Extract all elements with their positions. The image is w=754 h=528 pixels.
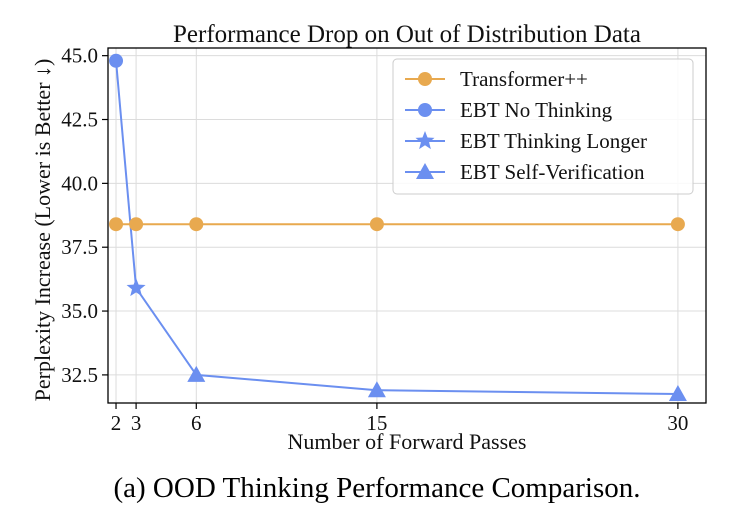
legend-marker-circle: [418, 72, 432, 86]
legend-marker-circle: [418, 103, 432, 117]
legend-label: EBT No Thinking: [460, 98, 613, 122]
x-tick-label: 30: [667, 411, 688, 435]
legend-marker-triangle: [416, 163, 434, 179]
plot-frame: [107, 47, 707, 404]
y-tick-label: 45.0: [61, 44, 98, 68]
data-point-circle: [109, 217, 124, 232]
axis-ticks: 2 3 6 15 30 32.5 35.0 37.5 40.0 42.5 45.0: [61, 44, 688, 435]
figure-caption: (a) OOD Thinking Performance Comparison.: [113, 472, 641, 504]
chart-title: Performance Drop on Out of Distribution …: [173, 21, 641, 48]
y-tick-label: 42.5: [61, 108, 98, 132]
x-tick-label: 6: [191, 411, 202, 435]
data-point-triangle: [187, 365, 206, 382]
x-axis-label: Number of Forward Passes: [288, 429, 527, 454]
data-point-circle: [189, 217, 204, 232]
x-tick-label: 2: [111, 411, 122, 435]
data-point-circle: [129, 217, 144, 232]
x-tick-label: 3: [131, 411, 142, 435]
data-point-circle: [369, 217, 384, 232]
line-chart: Performance Drop on Out of Distribution …: [30, 21, 707, 454]
data-point-triangle: [668, 385, 687, 402]
legend-marker-star: [415, 131, 435, 150]
x-tick-label: 15: [366, 411, 387, 435]
y-tick-label: 37.5: [61, 235, 98, 259]
legend-label: EBT Thinking Longer: [460, 129, 647, 153]
y-tick-label: 32.5: [61, 363, 98, 387]
legend-box: [392, 58, 694, 195]
y-tick-label: 35.0: [61, 299, 98, 323]
data-point-circle: [670, 217, 685, 232]
data-point-triangle: [367, 381, 386, 398]
series-markers: [109, 53, 687, 402]
legend-label: Transformer++: [460, 67, 588, 91]
y-axis-label: Perplexity Increase (Lower is Better ↓): [30, 59, 55, 402]
data-point-star: [126, 278, 146, 297]
data-point-circle: [109, 53, 124, 68]
legend-label: EBT Self-Verification: [460, 160, 645, 184]
legend: Transformer++ EBT No Thinking EBT Thinking…: [392, 58, 694, 195]
y-tick-label: 40.0: [61, 171, 98, 195]
